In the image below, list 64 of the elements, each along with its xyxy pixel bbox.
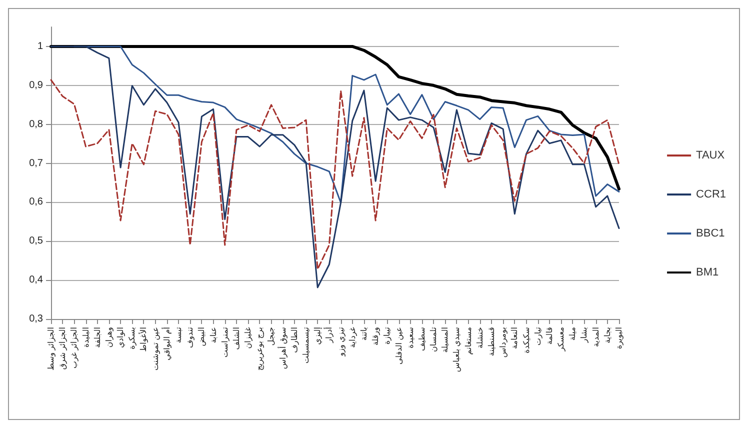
y-tick-label: 0,3 xyxy=(29,314,44,324)
x-tick-label: أدرار xyxy=(324,327,334,344)
x-tick-label: قالمة xyxy=(544,326,554,345)
x-tick-label: سوق أهراس xyxy=(277,326,288,370)
x-tick-label: البويرة xyxy=(614,327,624,350)
x-tick-label: بومرداس xyxy=(498,327,508,358)
x-tick-label: وهران xyxy=(104,326,114,348)
x-tick-label: برج بوعريريج xyxy=(255,327,264,371)
x-tick-label: تيسمسيلت xyxy=(302,327,311,364)
y-tick-label: 0,8 xyxy=(29,118,44,130)
x-tick-label: بشار xyxy=(580,327,589,344)
x-tick-label: الجزائر شرق xyxy=(58,327,68,370)
x-tick-label: عين الدفلى xyxy=(394,327,404,364)
x-tick-label: غرداية xyxy=(348,327,357,348)
x-tick-label: الجزائر وسط xyxy=(46,327,56,370)
y-tick-label: 0,7 xyxy=(29,158,44,169)
x-tick-label: جيجل xyxy=(266,326,276,346)
legend-label: BBC1 xyxy=(696,228,725,240)
x-tick-label: باتنة xyxy=(359,327,368,341)
x-tick-label: تيبازة xyxy=(382,327,392,345)
x-tick-label: عين تموشنت xyxy=(150,327,160,370)
x-tick-label: البليدة xyxy=(81,327,90,348)
x-tick-label: الأغواط xyxy=(138,327,148,352)
x-tick-label: تيزي وزو xyxy=(336,327,346,358)
x-tick-label: تمنراست xyxy=(220,327,230,358)
y-tick-label: 0,9 xyxy=(29,80,44,91)
x-tick-label: المدية xyxy=(591,327,600,347)
legend-label: BM1 xyxy=(696,266,719,278)
x-tick-label: المسيلة xyxy=(440,327,450,353)
x-tick-label: سيدي بلعباس xyxy=(452,326,462,372)
y-tick-label: 0,6 xyxy=(29,196,44,208)
x-tick-label: ميلة xyxy=(568,327,578,341)
x-tick-label: أم البواقي xyxy=(161,327,172,360)
x-tick-label: الشلف xyxy=(232,327,241,350)
x-tick-label: عنابة xyxy=(208,327,218,344)
x-tick-label: بجاية xyxy=(602,327,612,344)
x-tick-label: بسكرة xyxy=(128,327,137,350)
line-series xyxy=(50,46,620,288)
x-tick-label: إليزي xyxy=(313,327,322,345)
x-tick-label: معسكر xyxy=(556,327,566,352)
x-tick-label: الجزائر غرب xyxy=(70,327,79,368)
legend-label: CCR1 xyxy=(696,188,726,200)
x-tick-label: تندوف xyxy=(186,327,195,348)
x-tick-label: ورقلة xyxy=(371,326,380,346)
x-tick-label: سطيف xyxy=(417,326,426,351)
x-tick-label: الوادي xyxy=(116,327,126,348)
x-tick-label: تبسة xyxy=(174,327,184,344)
x-tick-label: النعامة xyxy=(510,327,520,349)
x-tick-label: سعيدة xyxy=(406,326,415,348)
x-tick-label: سكيكدة xyxy=(522,326,531,354)
line-series xyxy=(50,79,620,270)
x-tick-label: الجلفة xyxy=(92,327,102,348)
x-tick-label: غليزان xyxy=(244,327,253,349)
x-tick-label: الطارف xyxy=(290,327,299,353)
x-tick-label: قسنطينة xyxy=(486,326,496,356)
y-tick-label: 0,5 xyxy=(29,236,44,247)
x-tick-label: تيارت xyxy=(533,327,542,346)
x-tick-label: تلمسان xyxy=(429,327,438,352)
y-tick-label: 0,4 xyxy=(29,274,44,286)
x-tick-label: البيض xyxy=(197,327,206,346)
x-tick-label: مستغانم xyxy=(464,327,473,355)
legend-label: TAUX xyxy=(696,150,726,162)
x-tick-label: خنشلة xyxy=(475,326,484,348)
y-tick-label: 1 xyxy=(37,40,44,52)
